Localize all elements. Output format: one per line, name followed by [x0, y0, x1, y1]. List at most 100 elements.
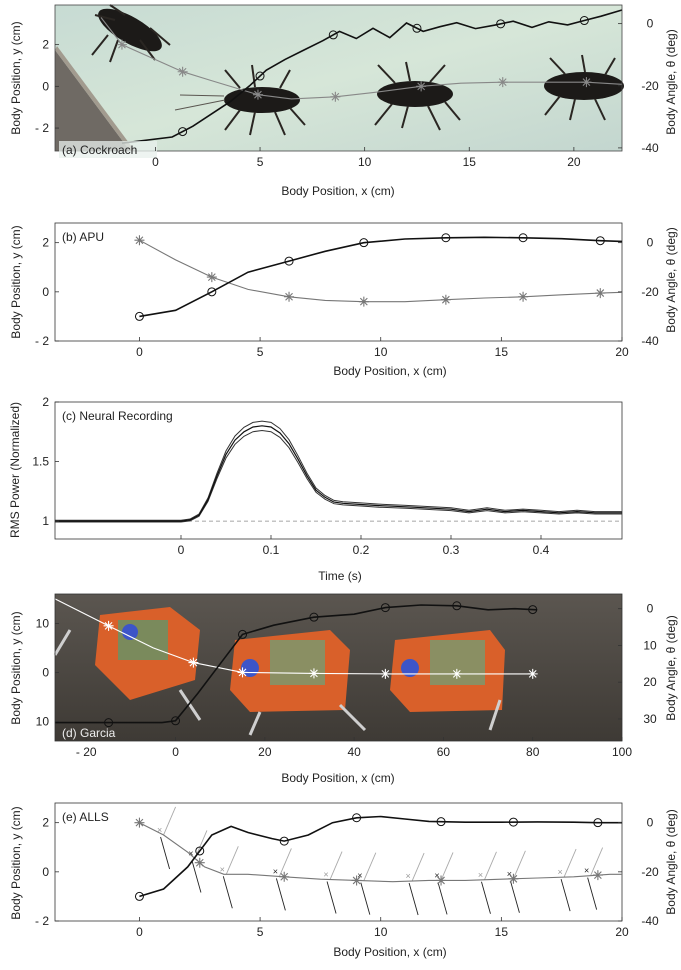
panel-d-label: (d) Garcia [62, 726, 116, 740]
panel-a-xlabel: Body Position, x (cm) [281, 184, 394, 198]
y-tick-label: 2 [42, 816, 49, 830]
x-tick-label: 10 [374, 345, 388, 359]
y2-tick-label: -40 [641, 141, 659, 155]
y2-tick-label: 10 [643, 638, 657, 652]
panel-a-y2label: Body Angle, θ (deg) [664, 29, 678, 134]
circle-marker [328, 30, 338, 40]
x-tick-label: 0.2 [353, 543, 370, 557]
circle-marker [528, 605, 538, 615]
y-tick-label: 0 [42, 665, 49, 679]
circle-marker [104, 718, 114, 728]
leg-segment-lower [160, 836, 171, 870]
circle-marker [441, 233, 451, 243]
x-tick-label: 20 [567, 155, 581, 169]
x-tick-label: 15 [495, 345, 509, 359]
panel-d-xlabel: Body Position, x (cm) [281, 771, 394, 785]
y-tick-label: 1.5 [32, 455, 49, 469]
y-tick-label: - 2 [35, 121, 49, 135]
series-line [139, 239, 623, 303]
leg-segment-lower [587, 877, 598, 910]
panel-b-xlabel: Body Position, x (cm) [333, 364, 446, 378]
leg-segment-upper [563, 848, 577, 878]
leg-foot-marker: × [273, 866, 278, 876]
leg-foot-marker: × [157, 825, 162, 835]
leg-foot-marker: × [584, 866, 589, 876]
panel-c-ylabel: RMS Power (Normalized) [8, 402, 22, 538]
circle-marker [134, 311, 144, 321]
star-marker [416, 81, 427, 92]
y-tick-label: 0 [42, 865, 49, 879]
circle-marker [255, 71, 265, 81]
y2-tick-label: 0 [647, 236, 654, 250]
leg-foot-marker: × [323, 870, 328, 880]
star-marker [518, 291, 529, 302]
panel-a-photo-wall-edge [55, 46, 135, 151]
panel-d-frame [54, 593, 623, 742]
leg-segment-upper [513, 850, 526, 879]
leg-foot-marker: × [557, 867, 562, 877]
y-tick-label: - 2 [35, 334, 49, 348]
star-marker [188, 657, 199, 668]
star-marker [380, 668, 391, 679]
y2-tick-label: 0 [647, 602, 654, 616]
leg-segment-upper [363, 852, 377, 881]
series-line [55, 604, 538, 724]
series-envelope-line [55, 420, 622, 521]
x-tick-label: 80 [526, 745, 540, 759]
star-marker [440, 294, 451, 305]
circle-marker [380, 603, 390, 613]
panel-e-y2label: Body Angle, θ (deg) [664, 809, 678, 914]
y-tick-label: 2 [42, 395, 49, 409]
circle-marker [134, 891, 144, 901]
cockroach-image-2 [174, 64, 306, 136]
leg-segment-upper [329, 851, 343, 880]
star-marker [134, 817, 145, 828]
leg-foot-marker: × [478, 870, 483, 880]
star-marker [508, 873, 519, 884]
y-tick-label: 2 [42, 38, 49, 52]
panel-c-series [55, 420, 622, 523]
x-tick-label: 20 [615, 345, 629, 359]
panel-b-frame [54, 222, 623, 342]
circle-marker [595, 236, 605, 246]
circle-marker [284, 256, 294, 266]
y2-tick-label: 30 [643, 712, 657, 726]
panel-c-frame [54, 401, 623, 540]
leg-segment-lower [326, 881, 337, 914]
y2-tick-label: -40 [641, 914, 659, 928]
star-marker [252, 89, 263, 100]
x-tick-label: 40 [347, 745, 361, 759]
leg-segment-upper [484, 851, 497, 880]
garcia-robot-image-2 [230, 630, 367, 736]
circle-marker [238, 629, 248, 639]
star-marker [358, 296, 369, 307]
x-tick-label: 60 [437, 745, 451, 759]
x-tick-label: 20 [615, 925, 629, 939]
series-line [100, 17, 623, 100]
star-marker [330, 91, 341, 102]
star-marker [103, 620, 114, 631]
y-tick-label: 1 [42, 514, 49, 528]
circle-marker [452, 601, 462, 611]
y-tick-label: 10 [36, 714, 50, 728]
y2-tick-label: -40 [641, 334, 659, 348]
star-marker [308, 668, 319, 679]
circle-marker [593, 818, 603, 828]
panel-d-garcia: (d) Garcia - 20 0 20 40 60 80 100100100102030 … [9, 593, 678, 785]
y-tick-label: - 2 [35, 914, 49, 928]
y2-tick-label: 0 [647, 816, 654, 830]
panel-e-ylabel: Body Position, y (cm) [9, 806, 23, 919]
panel-a-label: (a) Cockroach [62, 143, 137, 157]
leg-segment-lower [191, 860, 202, 893]
leg-segment-upper [225, 846, 239, 875]
leg-segment-lower [275, 878, 286, 911]
y-tick-label: 0 [42, 79, 49, 93]
series-envelope-line [55, 429, 622, 523]
panel-e-xlabel: Body Position, x (cm) [333, 945, 446, 959]
circle-marker [579, 16, 589, 26]
